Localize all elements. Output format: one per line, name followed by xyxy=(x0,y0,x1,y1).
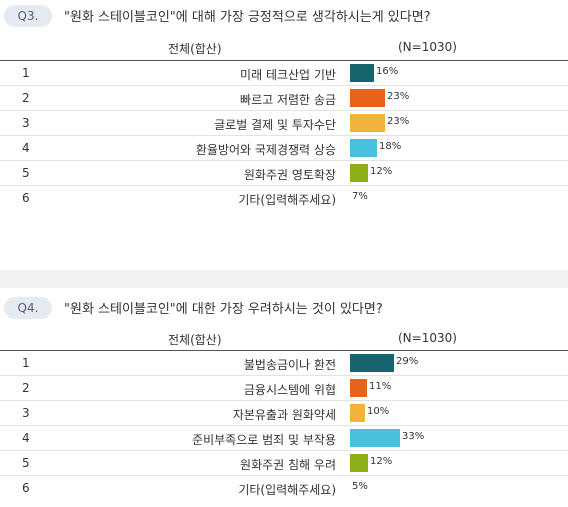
bar xyxy=(350,404,365,422)
category-label: 금융시스템에 위협 xyxy=(243,383,336,397)
category-label: 준비부족으로 범죄 및 부작용 xyxy=(192,433,336,447)
row-rank: 5 xyxy=(22,166,30,180)
value-label: 16% xyxy=(376,66,399,77)
table-row: 1 미래 테크산업 기반 16% xyxy=(0,61,568,86)
section-divider xyxy=(0,270,568,288)
value-label: 33% xyxy=(402,431,425,442)
value-label: 23% xyxy=(387,116,410,127)
category-label: 자본유출과 원화약세 xyxy=(232,408,336,422)
q3-question: "원화 스테이블코인"에 대해 가장 긍정적으로 생각하시는게 있다면? xyxy=(64,10,431,25)
category-label: 미래 테크산업 기반 xyxy=(240,68,336,82)
bar xyxy=(350,114,385,132)
q4-header: Q4. "원화 스테이블코인"에 대한 가장 우려하시는 것이 있다면? xyxy=(0,294,568,322)
q4-table: 1 불법송금이나 환전 29% 2 금융시스템에 위협 11% 3 자본유출과 원화약세 10%… xyxy=(0,350,568,500)
q3-header: Q3. "원화 스테이블코인"에 대해 가장 긍정적으로 생각하시는게 있다면? xyxy=(0,2,568,30)
table-row: 5 원화주권 침해 우려 12% xyxy=(0,451,568,476)
row-rank: 2 xyxy=(22,381,30,395)
bar xyxy=(350,429,400,447)
table-row: 4 준비부족으로 범죄 및 부작용 33% xyxy=(0,426,568,451)
bar xyxy=(350,64,374,82)
bar xyxy=(350,454,368,472)
category-label: 빠르고 저렴한 송금 xyxy=(240,93,336,107)
value-label: 11% xyxy=(369,381,392,392)
table-row: 4 환율방어와 국제경쟁력 상승 18% xyxy=(0,136,568,161)
bar xyxy=(350,354,394,372)
category-label: 원화주권 영토확장 xyxy=(243,168,336,182)
q4-question: "원화 스테이블코인"에 대한 가장 우려하시는 것이 있다면? xyxy=(64,302,383,317)
q3-table: 1 미래 테크산업 기반 16% 2 빠르고 저렴한 송금 23% 3 글로벌 결제 및 투자… xyxy=(0,60,568,210)
table-row: 3 자본유출과 원화약세 10% xyxy=(0,401,568,426)
category-label: 불법송금이나 환전 xyxy=(243,358,336,372)
category-label: 기타(입력해주세요) xyxy=(238,193,336,207)
row-rank: 5 xyxy=(22,456,30,470)
category-label: 글로벌 결제 및 투자수단 xyxy=(214,118,336,132)
bar xyxy=(350,164,368,182)
q3-badge: Q3. xyxy=(4,5,52,27)
category-label: 기타(입력해주세요) xyxy=(238,483,336,497)
value-label: 7% xyxy=(352,191,368,202)
value-label: 12% xyxy=(370,166,393,177)
bar xyxy=(350,139,377,157)
row-rank: 3 xyxy=(22,116,30,130)
row-rank: 6 xyxy=(22,191,30,205)
table-row: 5 원화주권 영토확장 12% xyxy=(0,161,568,186)
q3-col-n: (N=1030) xyxy=(398,40,457,54)
table-row: 6 기타(입력해주세요) 7% xyxy=(0,186,568,210)
q4-badge: Q4. xyxy=(4,297,52,319)
table-row: 2 금융시스템에 위협 11% xyxy=(0,376,568,401)
value-label: 29% xyxy=(396,356,419,367)
table-row: 6 기타(입력해주세요) 5% xyxy=(0,476,568,500)
table-row: 1 불법송금이나 환전 29% xyxy=(0,351,568,376)
category-label: 환율방어와 국제경쟁력 상승 xyxy=(195,143,336,157)
row-rank: 6 xyxy=(22,481,30,495)
value-label: 5% xyxy=(352,481,368,492)
q3-col-total: 전체(합산) xyxy=(168,42,222,56)
row-rank: 4 xyxy=(22,141,30,155)
table-row: 2 빠르고 저렴한 송금 23% xyxy=(0,86,568,111)
value-label: 12% xyxy=(370,456,393,467)
value-label: 18% xyxy=(379,141,402,152)
row-rank: 3 xyxy=(22,406,30,420)
row-rank: 1 xyxy=(22,66,30,80)
q4-section: Q4. "원화 스테이블코인"에 대한 가장 우려하시는 것이 있다면? 전체(… xyxy=(0,288,568,507)
bar xyxy=(350,379,367,397)
table-row: 3 글로벌 결제 및 투자수단 23% xyxy=(0,111,568,136)
q4-col-total: 전체(합산) xyxy=(168,333,222,347)
row-rank: 1 xyxy=(22,356,30,370)
row-rank: 4 xyxy=(22,431,30,445)
category-label: 원화주권 침해 우려 xyxy=(240,458,336,472)
value-label: 10% xyxy=(367,406,390,417)
bar xyxy=(350,89,385,107)
q3-section: Q3. "원화 스테이블코인"에 대해 가장 긍정적으로 생각하시는게 있다면?… xyxy=(0,2,568,210)
row-rank: 2 xyxy=(22,91,30,105)
value-label: 23% xyxy=(387,91,410,102)
q4-col-n: (N=1030) xyxy=(398,331,457,345)
